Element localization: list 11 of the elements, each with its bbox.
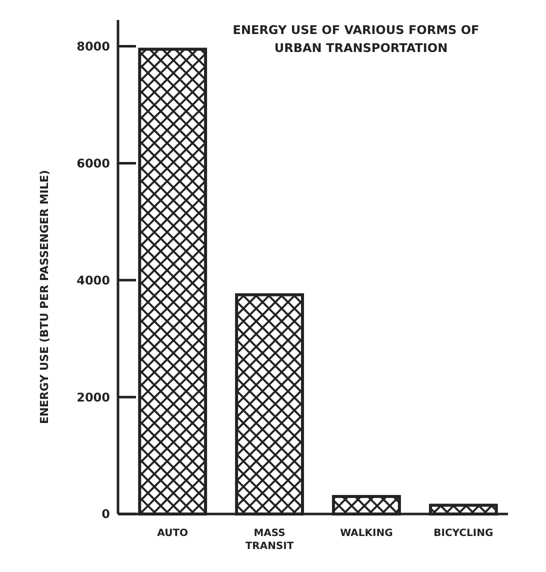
x-tick-label: BICYCLING xyxy=(434,528,494,539)
x-tick-label: MASS TRANSIT xyxy=(245,528,294,552)
x-tick-label: AUTO xyxy=(157,528,188,539)
y-tick-label: 8000 xyxy=(76,40,110,54)
y-tick-label: 2000 xyxy=(76,390,110,404)
text: ENERGY USE OF VARIOUS FORMS OF URBAN TRANSPORTATION xyxy=(232,23,480,55)
y-tick-label: 6000 xyxy=(76,156,110,170)
y-tick-label: 4000 xyxy=(76,273,110,288)
x-tick-label: WALKING xyxy=(340,528,393,539)
y-tick-label: 0 xyxy=(102,507,110,522)
y-axis-title: ENERGY USE (BTU PER PASSENGER MILE) xyxy=(38,170,51,424)
